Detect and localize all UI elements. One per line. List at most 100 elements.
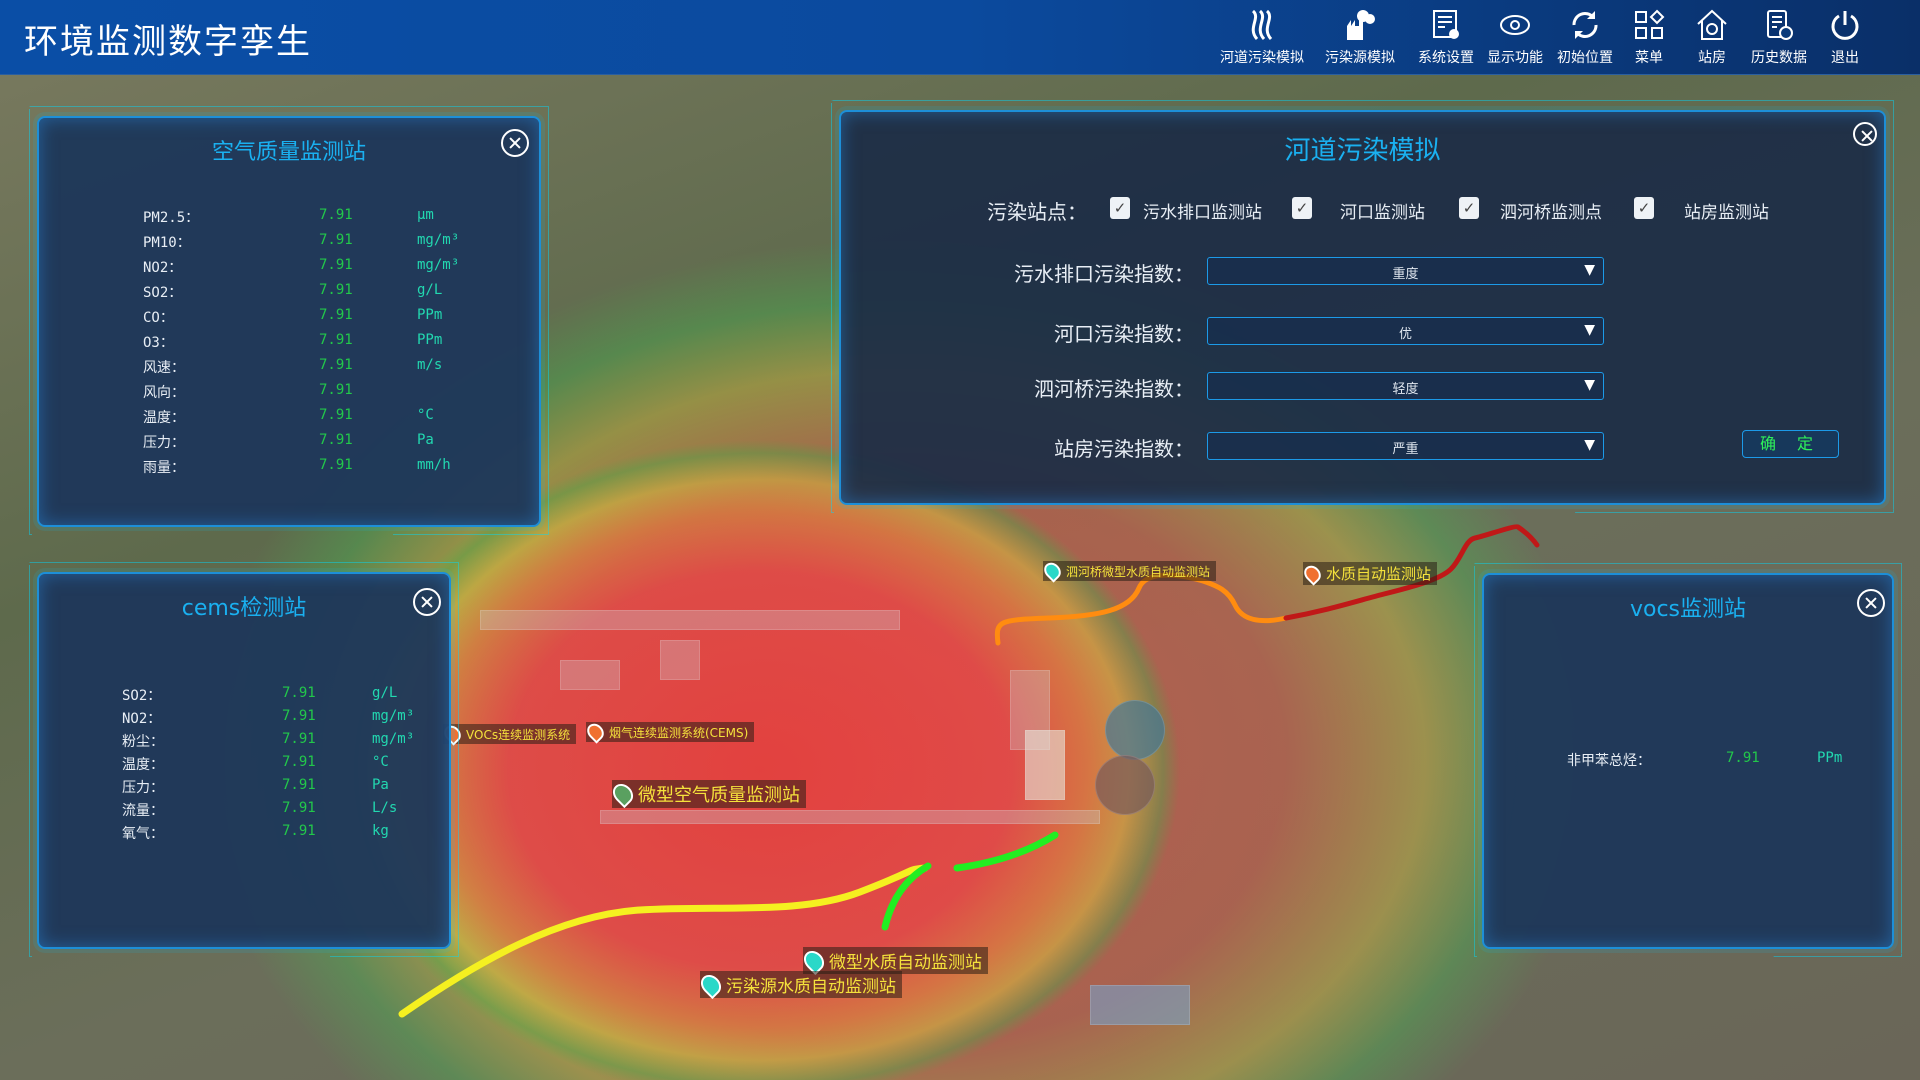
row-unit: m/s [417, 357, 443, 373]
row-unit: PPm [417, 332, 443, 348]
row-label: 雨量： [143, 460, 185, 476]
row-label: 温度： [122, 757, 164, 773]
row-unit: g/L [372, 685, 398, 701]
row-label: NO2： [143, 260, 183, 276]
row-value: 7.91 [282, 823, 316, 839]
row-unit: Pa [417, 432, 434, 448]
row-label: 风向： [143, 385, 185, 401]
panel-title: 河道污染模拟 [1284, 136, 1441, 166]
air-quality-panel: 空气质量监测站 PM2.5： 7.91 μm PM10： 7.91 mg/m³ NO2： 7.… [37, 116, 541, 527]
map-marker[interactable]: 微型水质自动监测站 [799, 946, 988, 975]
row-label: 风速： [143, 360, 185, 376]
index-label: 泗河桥污染指数： [1034, 377, 1194, 401]
dropdown-arrow-icon: ▼ [1584, 262, 1595, 278]
map-building [1025, 730, 1065, 800]
toolbar-menu-button[interactable]: 菜单 [1601, 8, 1697, 67]
station-house-index-select[interactable]: 严重 ▼ [1207, 432, 1604, 460]
settings-document-icon [1433, 10, 1459, 39]
row-label: PM2.5： [143, 210, 200, 226]
map-marker[interactable]: VOCs连续监测系统 [440, 722, 577, 746]
toolbar-station-house-button[interactable]: 站房 [1664, 8, 1760, 67]
close-icon[interactable] [1857, 589, 1885, 617]
dropdown-arrow-icon: ▼ [1584, 377, 1595, 393]
toolbar-reset-position-button[interactable]: 初始位置 [1537, 8, 1633, 67]
row-value: 7.91 [319, 432, 353, 448]
map-building [480, 610, 900, 630]
row-value: 7.91 [319, 207, 353, 223]
row-unit: mg/m³ [417, 257, 460, 273]
eye-icon [1500, 15, 1530, 35]
row-label: SO2： [143, 285, 183, 301]
station-pin-icon [583, 720, 608, 744]
toolbar-settings-button[interactable]: 系统设置 [1398, 8, 1494, 67]
checkbox-label: 河口监测站 [1340, 203, 1425, 223]
row-label: 温度： [143, 410, 185, 426]
dropdown-arrow-icon: ▼ [1584, 437, 1595, 453]
river-icon [1251, 9, 1273, 41]
sewage-index-select[interactable]: 重度 ▼ [1207, 257, 1604, 285]
app-title: 环境监测数字孪生 [24, 22, 312, 62]
checkbox-label: 污水排口监测站 [1143, 203, 1262, 223]
row-label: 非甲苯总烃： [1567, 753, 1651, 769]
row-unit: μm [417, 207, 434, 223]
row-unit: mg/m³ [372, 708, 415, 724]
river-segment-orange [994, 572, 1289, 646]
row-label: 粉尘： [122, 734, 164, 750]
row-value: 7.91 [319, 357, 353, 373]
row-unit: L/s [372, 800, 398, 816]
toolbar-display-button[interactable]: 显示功能 [1467, 8, 1563, 67]
row-value: 7.91 [282, 777, 316, 793]
confirm-button[interactable]: 确 定 [1742, 430, 1839, 458]
map-marker[interactable]: 微型空气质量监测站 [608, 779, 806, 809]
row-label: PM10： [143, 235, 191, 251]
row-label: NO2： [122, 711, 162, 727]
row-value: 7.91 [282, 800, 316, 816]
map-marker[interactable]: 烟气连续监测系统(CEMS) [583, 720, 755, 744]
row-value: 7.91 [319, 282, 353, 298]
checkbox-sewage-outlet[interactable]: ✓ [1110, 197, 1130, 219]
checkbox-estuary[interactable]: ✓ [1292, 197, 1312, 219]
toolbar-pollution-source-button[interactable]: 污染源模拟 [1312, 8, 1408, 67]
panel-title: 空气质量监测站 [211, 140, 366, 165]
checkbox-station-house[interactable]: ✓ [1634, 197, 1654, 219]
toolbar-history-data-button[interactable]: 历史数据 [1731, 8, 1827, 67]
map-marker[interactable]: 泗河桥微型水质自动监测站 [1040, 559, 1217, 583]
air-station-pin-icon [608, 779, 638, 809]
row-value: 7.91 [319, 232, 353, 248]
panel-title: cems检测站 [181, 596, 307, 621]
row-unit: PPm [417, 307, 443, 323]
checkbox-sihe-bridge[interactable]: ✓ [1459, 197, 1479, 219]
close-icon[interactable] [413, 588, 441, 616]
refresh-icon [1572, 11, 1598, 39]
row-value: 7.91 [319, 332, 353, 348]
row-value: 7.91 [319, 307, 353, 323]
close-icon[interactable] [1853, 122, 1877, 146]
row-value: 7.91 [1726, 750, 1760, 766]
row-unit: g/L [417, 282, 443, 298]
row-value: 7.91 [282, 731, 316, 747]
river-segment-red [1283, 524, 1540, 621]
river-segment-green [953, 831, 1059, 872]
toolbar-river-simulation-button[interactable]: 河道污染模拟 [1214, 8, 1310, 67]
checkbox-label: 泗河桥监测点 [1500, 203, 1602, 223]
map-building [1090, 985, 1190, 1025]
map-tank [1105, 700, 1165, 760]
row-label: O3： [143, 335, 174, 351]
vocs-panel: vocs监测站 非甲苯总烃： 7.91 PPm [1482, 573, 1894, 949]
row-unit: °C [372, 754, 389, 770]
row-label: 压力： [122, 780, 164, 796]
river-segment-green [881, 862, 932, 931]
sihe-bridge-index-select[interactable]: 轻度 ▼ [1207, 372, 1604, 400]
map-pipeline [600, 810, 1100, 824]
toolbar-exit-button[interactable]: 退出 [1797, 8, 1893, 67]
close-icon[interactable] [501, 129, 529, 157]
row-unit: mg/m³ [417, 232, 460, 248]
row-value: 7.91 [319, 407, 353, 423]
row-label: SO2： [122, 688, 162, 704]
map-marker[interactable]: 污染源水质自动监测站 [696, 970, 902, 999]
dropdown-arrow-icon: ▼ [1584, 322, 1595, 338]
row-label: 流量： [122, 803, 164, 819]
map-marker[interactable]: 水质自动监测站 [1300, 561, 1438, 586]
estuary-index-select[interactable]: 优 ▼ [1207, 317, 1604, 345]
map-tank [1095, 755, 1155, 815]
